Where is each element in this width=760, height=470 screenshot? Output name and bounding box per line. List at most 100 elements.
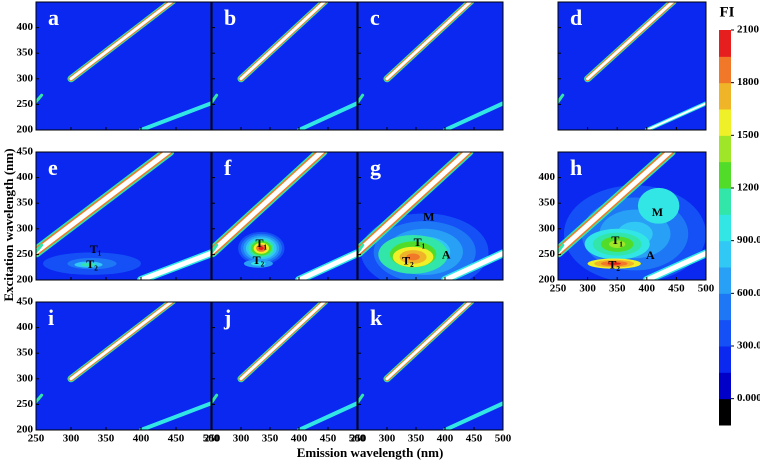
scatter-band <box>443 101 503 130</box>
scatter-band <box>69 2 174 81</box>
colorbar-tick-label: 600.0 <box>737 287 760 299</box>
peak-label: T₂ <box>253 253 265 267</box>
scatter-band <box>558 93 565 104</box>
panel-frame <box>357 1 504 131</box>
colorbar-band <box>719 293 731 321</box>
scatter-band <box>558 243 565 254</box>
peak-label: M <box>423 209 434 223</box>
peak-label: T₂ <box>86 257 98 271</box>
panel-label: f <box>224 155 232 180</box>
x-tick-label: 450 <box>320 433 337 445</box>
y-tick-label: 350 <box>17 197 34 209</box>
scatter-band <box>138 250 211 280</box>
scatter-band <box>239 2 327 81</box>
colorbar-band <box>719 56 731 84</box>
colorbar-tick-label: 1500 <box>737 129 760 141</box>
x-tick-label: 300 <box>579 283 596 295</box>
panel-frame <box>557 151 707 281</box>
y-tick-label: 400 <box>17 321 34 333</box>
contour-region <box>607 262 621 265</box>
panel-frame <box>211 151 358 281</box>
x-tick-label: 250 <box>550 283 567 295</box>
colorbar-title: FI <box>720 4 735 20</box>
scatter-band <box>297 401 357 430</box>
x-tick-label: 300 <box>63 433 80 445</box>
x-tick-label: 300 <box>379 433 396 445</box>
x-tick-label: 500 <box>349 433 366 445</box>
scatter-band <box>358 93 365 104</box>
colorbar-band <box>719 398 731 426</box>
y-tick-label: 250 <box>17 248 34 260</box>
panel <box>558 2 706 130</box>
panel <box>36 2 211 130</box>
panel <box>212 152 357 280</box>
colorbar-band <box>719 214 731 242</box>
peak-label: T₁ <box>90 242 102 256</box>
scatter-band <box>385 302 473 381</box>
panel-label: d <box>570 5 582 30</box>
panel-label: a <box>48 5 59 30</box>
x-tick-label: 400 <box>133 433 150 445</box>
panel-frame <box>211 1 358 131</box>
panel <box>36 302 211 430</box>
x-tick-label: 400 <box>437 433 454 445</box>
panel-frame <box>35 151 212 281</box>
panel-background <box>36 302 211 430</box>
panel <box>358 302 503 430</box>
x-tick-label: 500 <box>495 433 512 445</box>
y-tick-label: 200 <box>17 274 34 286</box>
y-tick-label: 300 <box>17 372 34 384</box>
panel-background <box>212 152 357 280</box>
colorbar-tick-label: 0.000 <box>737 392 760 404</box>
x-tick-label: 450 <box>668 283 685 295</box>
panel-frame <box>357 301 504 431</box>
panel-frame <box>357 151 504 281</box>
peak-label: T₁ <box>611 233 623 247</box>
y-tick-label: 400 <box>539 171 556 183</box>
x-tick-label: 500 <box>203 433 220 445</box>
colorbar-band <box>719 372 731 400</box>
contour-region <box>406 253 420 261</box>
x-tick-label: 400 <box>291 433 308 445</box>
x-tick-label: 250 <box>350 433 367 445</box>
panel-label: i <box>48 305 54 330</box>
y-tick-label: 200 <box>17 124 34 136</box>
contour-region <box>609 240 626 248</box>
x-tick-label: 400 <box>639 283 656 295</box>
y-tick-label: 350 <box>17 47 34 59</box>
x-tick-label: 450 <box>168 433 185 445</box>
panel <box>558 152 706 280</box>
panel-background <box>358 302 503 430</box>
panel-label: e <box>48 155 58 180</box>
y-tick-label: 450 <box>17 296 34 308</box>
colorbar-band <box>719 109 731 136</box>
colorbar-tick-label: 1800 <box>737 76 760 88</box>
colorbar-tick-label: 300.0 <box>737 340 760 352</box>
scatter-band <box>296 250 357 280</box>
y-tick-label: 350 <box>17 347 34 359</box>
x-tick-label: 350 <box>98 433 115 445</box>
scatter-band <box>69 302 174 381</box>
panel-label: j <box>223 305 231 330</box>
colorbar-tick-label: 2100 <box>737 24 760 36</box>
peak-label: T₂ <box>608 257 620 271</box>
y-tick-label: 300 <box>539 222 556 234</box>
peak-label: A <box>646 248 655 262</box>
colorbar-tick-label: 900.0 <box>737 234 760 246</box>
panel-background <box>558 2 706 130</box>
panel <box>212 302 357 430</box>
y-tick-label: 250 <box>17 398 34 410</box>
panel-background <box>212 302 357 430</box>
scatter-band <box>358 393 365 404</box>
panel-label: k <box>370 305 383 330</box>
peak-label: T₁ <box>255 236 267 250</box>
y-tick-label: 250 <box>17 98 34 110</box>
scatter-band <box>586 2 675 81</box>
contour-region <box>637 187 680 224</box>
y-tick-label: 450 <box>17 146 34 158</box>
panel <box>358 152 503 280</box>
scatter-band <box>212 243 219 254</box>
scatter-band <box>36 243 44 254</box>
panel-label: h <box>570 155 582 180</box>
